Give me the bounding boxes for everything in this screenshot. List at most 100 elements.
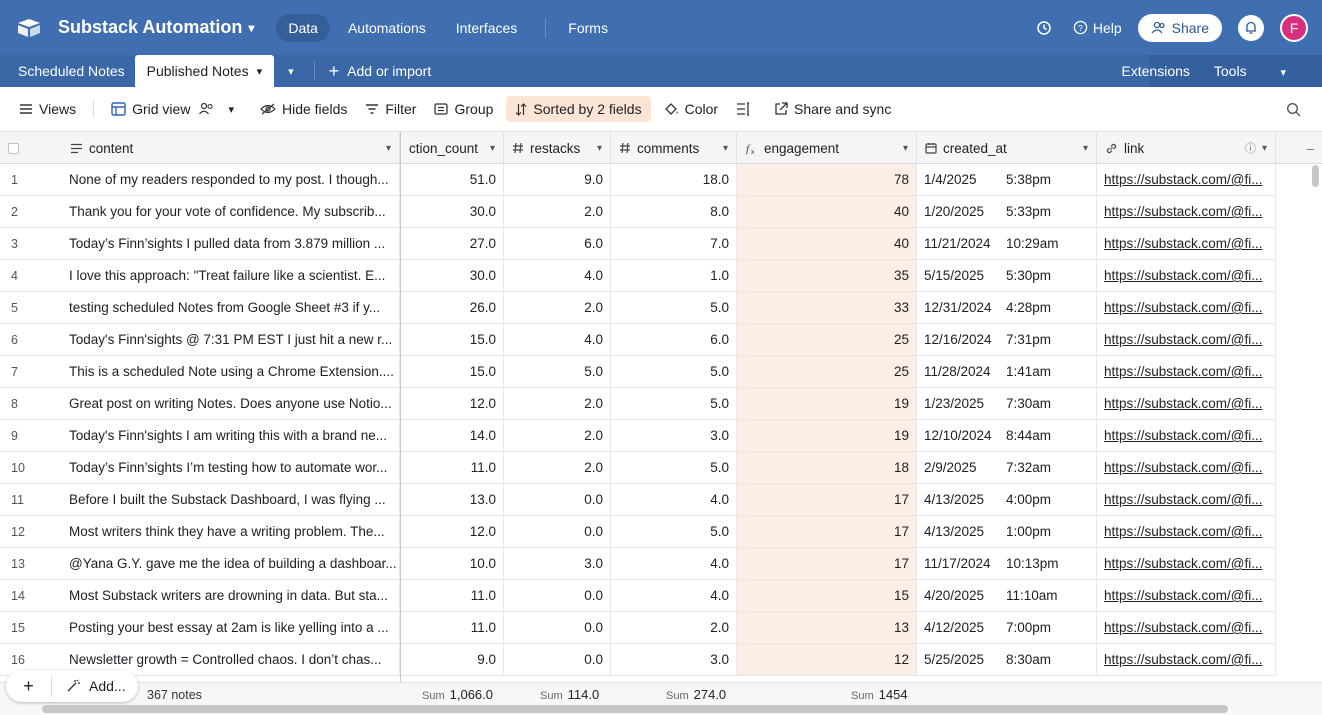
cell-comments[interactable]: 2.0 <box>611 612 737 643</box>
nav-data[interactable]: Data <box>276 13 330 42</box>
cell-link[interactable]: https://substack.com/@fi... <box>1097 164 1276 195</box>
cell-engagement[interactable]: 19 <box>737 388 917 419</box>
cell-created-at[interactable]: 1/4/2025 5:38pm <box>917 164 1097 195</box>
table-row[interactable]: 8 Great post on writing Notes. Does anyon… <box>0 388 1276 420</box>
cell-reaction-count[interactable]: 11.0 <box>401 612 504 643</box>
link-value[interactable]: https://substack.com/@fi... <box>1104 492 1263 507</box>
cell-comments[interactable]: 8.0 <box>611 196 737 227</box>
column-header-reaction-count[interactable]: ction_count ▾ <box>401 132 504 164</box>
cell-content[interactable]: @Yana G.Y. gave me the idea of building … <box>62 548 400 579</box>
table-row[interactable]: 7 This is a scheduled Note using a Chrome… <box>0 356 1276 388</box>
table-row[interactable]: 14 Most Substack writers are drowning in … <box>0 580 1276 612</box>
extensions-button[interactable]: Extensions <box>1121 63 1190 79</box>
more-tables-button[interactable]: ▾ <box>274 55 308 87</box>
cell-link[interactable]: https://substack.com/@fi... <box>1097 580 1276 611</box>
sum-comments[interactable]: Sum 274.0 <box>666 687 726 702</box>
cell-engagement[interactable]: 40 <box>737 228 917 259</box>
cell-reaction-count[interactable]: 11.0 <box>401 580 504 611</box>
cell-link[interactable]: https://substack.com/@fi... <box>1097 548 1276 579</box>
cell-comments[interactable]: 18.0 <box>611 164 737 195</box>
cell-comments[interactable]: 5.0 <box>611 516 737 547</box>
cell-engagement[interactable]: 17 <box>737 484 917 515</box>
cell-created-at[interactable]: 4/13/2025 4:00pm <box>917 484 1097 515</box>
cell-created-at[interactable]: 5/15/2025 5:30pm <box>917 260 1097 291</box>
cell-created-at[interactable]: 11/28/2024 1:41am <box>917 356 1097 387</box>
cell-restacks[interactable]: 0.0 <box>504 644 611 675</box>
cell-reaction-count[interactable]: 10.0 <box>401 548 504 579</box>
cell-link[interactable]: https://substack.com/@fi... <box>1097 292 1276 323</box>
cell-restacks[interactable]: 9.0 <box>504 164 611 195</box>
cell-restacks[interactable]: 0.0 <box>504 580 611 611</box>
color-button[interactable]: Color <box>655 96 727 122</box>
table-row[interactable]: 11 Before I built the Substack Dashboard,… <box>0 484 1276 516</box>
column-header-restacks[interactable]: restacks ▾ <box>504 132 611 164</box>
link-value[interactable]: https://substack.com/@fi... <box>1104 204 1263 219</box>
link-value[interactable]: https://substack.com/@fi... <box>1104 332 1263 347</box>
link-value[interactable]: https://substack.com/@fi... <box>1104 396 1263 411</box>
cell-created-at[interactable]: 11/21/2024 10:29am <box>917 228 1097 259</box>
sum-reactions[interactable]: Sum 1,066.0 <box>422 687 493 702</box>
column-header-created-at[interactable]: created_at ▾ <box>917 132 1097 164</box>
cell-created-at[interactable]: 4/12/2025 7:00pm <box>917 612 1097 643</box>
vertical-scrollbar[interactable] <box>1312 165 1319 187</box>
cell-content[interactable]: This is a scheduled Note using a Chrome … <box>62 356 400 387</box>
cell-restacks[interactable]: 0.0 <box>504 612 611 643</box>
cell-reaction-count[interactable]: 26.0 <box>401 292 504 323</box>
cell-link[interactable]: https://substack.com/@fi... <box>1097 612 1276 643</box>
cell-engagement[interactable]: 15 <box>737 580 917 611</box>
cell-restacks[interactable]: 2.0 <box>504 452 611 483</box>
cell-created-at[interactable]: 4/20/2025 11:10am <box>917 580 1097 611</box>
table-row[interactable]: 9 Today's Finn'sights I am writing this w… <box>0 420 1276 452</box>
history-icon[interactable] <box>1033 17 1055 39</box>
link-value[interactable]: https://substack.com/@fi... <box>1104 620 1263 635</box>
table-row[interactable]: 2 Thank you for your vote of confidence. … <box>0 196 1276 228</box>
cell-link[interactable]: https://substack.com/@fi... <box>1097 452 1276 483</box>
notifications-button[interactable] <box>1238 14 1264 41</box>
cell-link[interactable]: https://substack.com/@fi... <box>1097 324 1276 355</box>
search-button[interactable] <box>1277 96 1316 122</box>
cell-comments[interactable]: 5.0 <box>611 292 737 323</box>
cell-restacks[interactable]: 6.0 <box>504 228 611 259</box>
column-header-link[interactable]: link ⓘ ▾ <box>1097 132 1276 164</box>
hide-fields-button[interactable]: Hide fields <box>251 96 356 122</box>
cell-restacks[interactable]: 2.0 <box>504 388 611 419</box>
link-value[interactable]: https://substack.com/@fi... <box>1104 172 1263 187</box>
column-header-comments[interactable]: comments ▾ <box>611 132 737 164</box>
cell-engagement[interactable]: 33 <box>737 292 917 323</box>
table-row[interactable]: 10 Today’s Finn’sights I’m testing how to… <box>0 452 1276 484</box>
cell-comments[interactable]: 5.0 <box>611 388 737 419</box>
column-header-content[interactable]: content ▾ <box>62 132 400 164</box>
cell-engagement[interactable]: 13 <box>737 612 917 643</box>
cell-reaction-count[interactable]: 27.0 <box>401 228 504 259</box>
cell-content[interactable]: I love this approach: "Treat failure lik… <box>62 260 400 291</box>
cell-engagement[interactable]: 12 <box>737 644 917 675</box>
table-row[interactable]: 3 Today’s Finn’sights I pulled data from … <box>0 228 1276 260</box>
grid-view-button[interactable]: Grid view ▾ <box>102 96 243 122</box>
cell-restacks[interactable]: 0.0 <box>504 516 611 547</box>
table-row[interactable]: 5 testing scheduled Notes from Google She… <box>0 292 1276 324</box>
cell-comments[interactable]: 1.0 <box>611 260 737 291</box>
tab-published-notes[interactable]: Published Notes ▾ <box>134 55 275 87</box>
cell-reaction-count[interactable]: 14.0 <box>401 420 504 451</box>
add-or-import-button[interactable]: + Add or import <box>321 55 440 87</box>
cell-engagement[interactable]: 17 <box>737 516 917 547</box>
cell-content[interactable]: Today's Finn'sights @ 7:31 PM EST I just… <box>62 324 400 355</box>
cell-reaction-count[interactable]: 12.0 <box>401 516 504 547</box>
cell-content[interactable]: Before I built the Substack Dashboard, I… <box>62 484 400 515</box>
cell-engagement[interactable]: 35 <box>737 260 917 291</box>
base-name-menu[interactable]: Substack Automation ▾ <box>58 17 254 38</box>
cell-comments[interactable]: 4.0 <box>611 548 737 579</box>
cell-created-at[interactable]: 2/9/2025 7:32am <box>917 452 1097 483</box>
share-and-sync-button[interactable]: Share and sync <box>765 96 900 122</box>
horizontal-scrollbar[interactable] <box>42 705 1228 713</box>
table-row[interactable]: 12 Most writers think they have a writing… <box>0 516 1276 548</box>
table-row[interactable]: 16 Newsletter growth = Controlled chaos. … <box>0 644 1276 676</box>
cell-restacks[interactable]: 5.0 <box>504 356 611 387</box>
avatar[interactable]: F <box>1280 13 1308 42</box>
cell-reaction-count[interactable]: 15.0 <box>401 356 504 387</box>
cell-content[interactable]: Posting your best essay at 2am is like y… <box>62 612 400 643</box>
cell-created-at[interactable]: 12/16/2024 7:31pm <box>917 324 1097 355</box>
cell-link[interactable]: https://substack.com/@fi... <box>1097 388 1276 419</box>
cell-created-at[interactable]: 1/20/2025 5:33pm <box>917 196 1097 227</box>
views-button[interactable]: Views <box>10 96 85 122</box>
